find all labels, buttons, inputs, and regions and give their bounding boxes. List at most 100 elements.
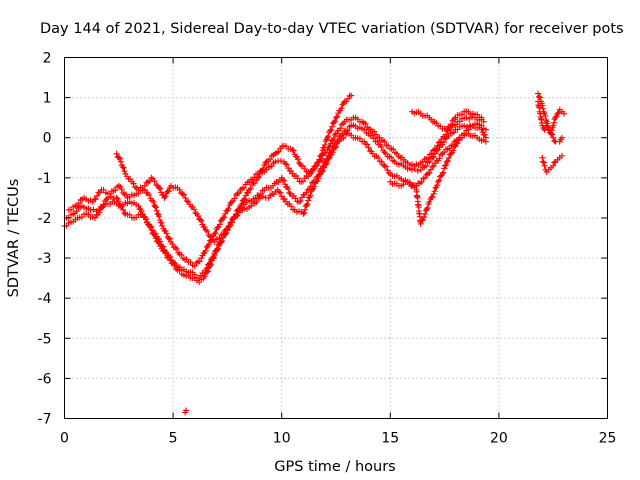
data-point <box>328 126 335 133</box>
data-point <box>256 194 263 201</box>
data-point <box>201 224 208 231</box>
data-point <box>204 268 211 275</box>
data-point <box>113 194 120 201</box>
x-tick-label: 20 <box>490 431 508 447</box>
data-point <box>436 177 443 184</box>
data-point <box>380 147 387 154</box>
data-point <box>550 119 557 126</box>
data-point <box>172 244 179 251</box>
data-point <box>326 143 333 150</box>
x-tick-label: 10 <box>273 431 291 447</box>
data-point <box>215 242 222 249</box>
y-tick-label: -7 <box>38 412 52 428</box>
data-point <box>280 177 287 184</box>
data-point <box>381 138 388 145</box>
data-point <box>170 260 177 267</box>
data-point <box>175 249 182 256</box>
data-point <box>536 93 543 100</box>
data-point <box>185 198 192 205</box>
data-point <box>333 130 339 137</box>
data-point <box>463 114 470 121</box>
data-point <box>104 194 111 201</box>
y-tick-label: 2 <box>43 51 52 67</box>
data-point <box>153 207 160 214</box>
data-point <box>205 241 212 248</box>
data-point <box>220 230 227 237</box>
y-tick-label: -5 <box>38 331 52 347</box>
data-point <box>388 154 395 161</box>
data-point <box>130 180 137 187</box>
data-point <box>436 155 443 162</box>
data-point <box>201 273 208 280</box>
data-point <box>178 251 185 258</box>
data-point <box>429 163 436 170</box>
data-point <box>154 238 161 245</box>
data-point <box>381 162 388 169</box>
data-point <box>288 203 295 210</box>
data-point <box>164 254 171 261</box>
data-point <box>157 185 164 192</box>
data-point <box>195 212 202 219</box>
data-point <box>162 193 169 200</box>
data-point <box>224 226 231 233</box>
data-point <box>423 206 430 213</box>
data-point <box>151 231 158 238</box>
data-point <box>113 150 120 157</box>
data-point <box>549 131 556 138</box>
data-point <box>454 139 461 146</box>
data-point <box>135 202 142 209</box>
data-point <box>430 153 437 160</box>
data-point <box>277 158 284 165</box>
x-tick-label: 5 <box>169 431 178 447</box>
data-point <box>330 135 337 142</box>
plot-frame <box>64 57 608 419</box>
data-point <box>327 140 334 147</box>
data-point <box>465 126 472 133</box>
data-point <box>146 221 153 228</box>
data-point <box>191 206 198 213</box>
data-point <box>324 159 331 166</box>
data-point <box>442 162 449 169</box>
data-point <box>426 158 433 165</box>
data-point <box>332 118 339 125</box>
data-point <box>91 214 98 221</box>
data-point <box>123 191 130 198</box>
data-point <box>331 119 338 126</box>
data-point <box>364 141 371 148</box>
data-point <box>418 178 425 185</box>
data-point <box>309 186 316 193</box>
data-point <box>461 130 468 137</box>
data-point <box>107 193 114 200</box>
data-point <box>378 158 385 165</box>
data-point <box>301 209 308 216</box>
data-point <box>235 190 242 197</box>
data-point <box>207 261 214 268</box>
data-point <box>227 219 234 226</box>
data-point <box>155 184 162 191</box>
data-point <box>306 170 313 177</box>
data-point <box>115 154 122 161</box>
data-point <box>92 196 99 203</box>
data-point <box>158 219 165 226</box>
data-point <box>304 201 311 208</box>
data-point <box>422 162 429 169</box>
data-point <box>303 202 310 209</box>
data-point <box>542 112 549 119</box>
data-points <box>61 90 568 416</box>
data-point <box>286 189 293 196</box>
data-point <box>544 123 551 130</box>
data-point <box>279 176 286 183</box>
data-point <box>121 168 128 175</box>
data-point <box>167 257 174 264</box>
data-point <box>103 196 110 203</box>
data-point <box>453 140 460 147</box>
data-point <box>482 126 489 133</box>
data-point <box>432 145 439 152</box>
data-point <box>365 144 372 151</box>
data-point <box>222 210 229 217</box>
data-point <box>255 174 262 181</box>
data-point <box>307 192 314 199</box>
data-point <box>173 245 180 252</box>
data-point <box>231 195 238 202</box>
data-point <box>245 189 252 196</box>
